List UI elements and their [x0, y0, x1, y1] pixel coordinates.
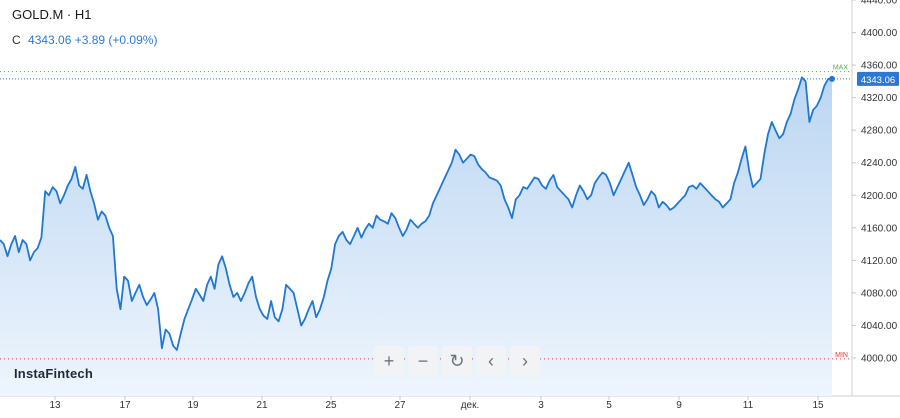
chevron-right-icon: › [522, 351, 528, 371]
y-tick-label: 4040.00 [861, 321, 898, 332]
reset-button[interactable]: ↻ [442, 346, 472, 376]
x-tick-label: 13 [49, 400, 61, 411]
x-tick-label: 9 [676, 400, 682, 411]
x-tick-label: 5 [606, 400, 612, 411]
zoom-out-button[interactable]: − [408, 346, 438, 376]
brand-logo: InstaFintech [14, 366, 93, 381]
y-tick-label: 4200.00 [861, 191, 898, 202]
scroll-left-button[interactable]: ‹ [476, 346, 506, 376]
symbol-title: GOLD.M · H1 [12, 7, 92, 22]
chart-controls: + − ↻ ‹ › [374, 346, 540, 376]
y-tick-label: 4280.00 [861, 126, 898, 137]
x-tick-label: 17 [119, 400, 131, 411]
zoom-in-button[interactable]: + [374, 346, 404, 376]
y-tick-label: 4400.00 [861, 28, 898, 39]
y-tick-label: 4160.00 [861, 223, 898, 234]
chart-header: GOLD.M · H1 C 4343.06 +3.89 (+0.09%) [12, 6, 157, 47]
close-quote: C 4343.06 +3.89 (+0.09%) [12, 33, 157, 47]
y-tick-label: 4080.00 [861, 288, 898, 299]
x-tick-label: 21 [256, 400, 268, 411]
x-tick-label: 27 [394, 400, 406, 411]
x-tick-label: 11 [743, 400, 754, 411]
series-area [0, 77, 832, 397]
x-tick-label: 25 [325, 400, 337, 411]
last-price-tag [857, 71, 899, 86]
reset-icon: ↻ [449, 351, 465, 371]
close-values: 4343.06 +3.89 (+0.09%) [28, 33, 158, 47]
x-tick-label: 19 [187, 400, 199, 411]
x-tick-label: 15 [812, 400, 824, 411]
y-tick-label: 4240.00 [861, 158, 898, 169]
min-label: MIN [835, 352, 848, 359]
x-tick-label: 3 [538, 400, 544, 411]
y-tick-label: 4360.00 [861, 61, 898, 72]
minus-icon: − [417, 351, 429, 371]
y-tick-label: 4320.00 [861, 93, 898, 104]
last-price-label: 4343.06 [861, 75, 895, 86]
chevron-left-icon: ‹ [488, 351, 494, 371]
max-label: MAX [833, 65, 849, 72]
close-label: C [12, 33, 21, 47]
scroll-right-button[interactable]: › [510, 346, 540, 376]
x-tick-label: дек. [461, 400, 480, 411]
y-tick-label: 4000.00 [861, 354, 898, 365]
y-tick-label: 4120.00 [861, 256, 898, 267]
plus-icon: + [383, 351, 395, 371]
series-line [0, 76, 832, 351]
y-tick-label: 4440.00 [861, 0, 898, 7]
